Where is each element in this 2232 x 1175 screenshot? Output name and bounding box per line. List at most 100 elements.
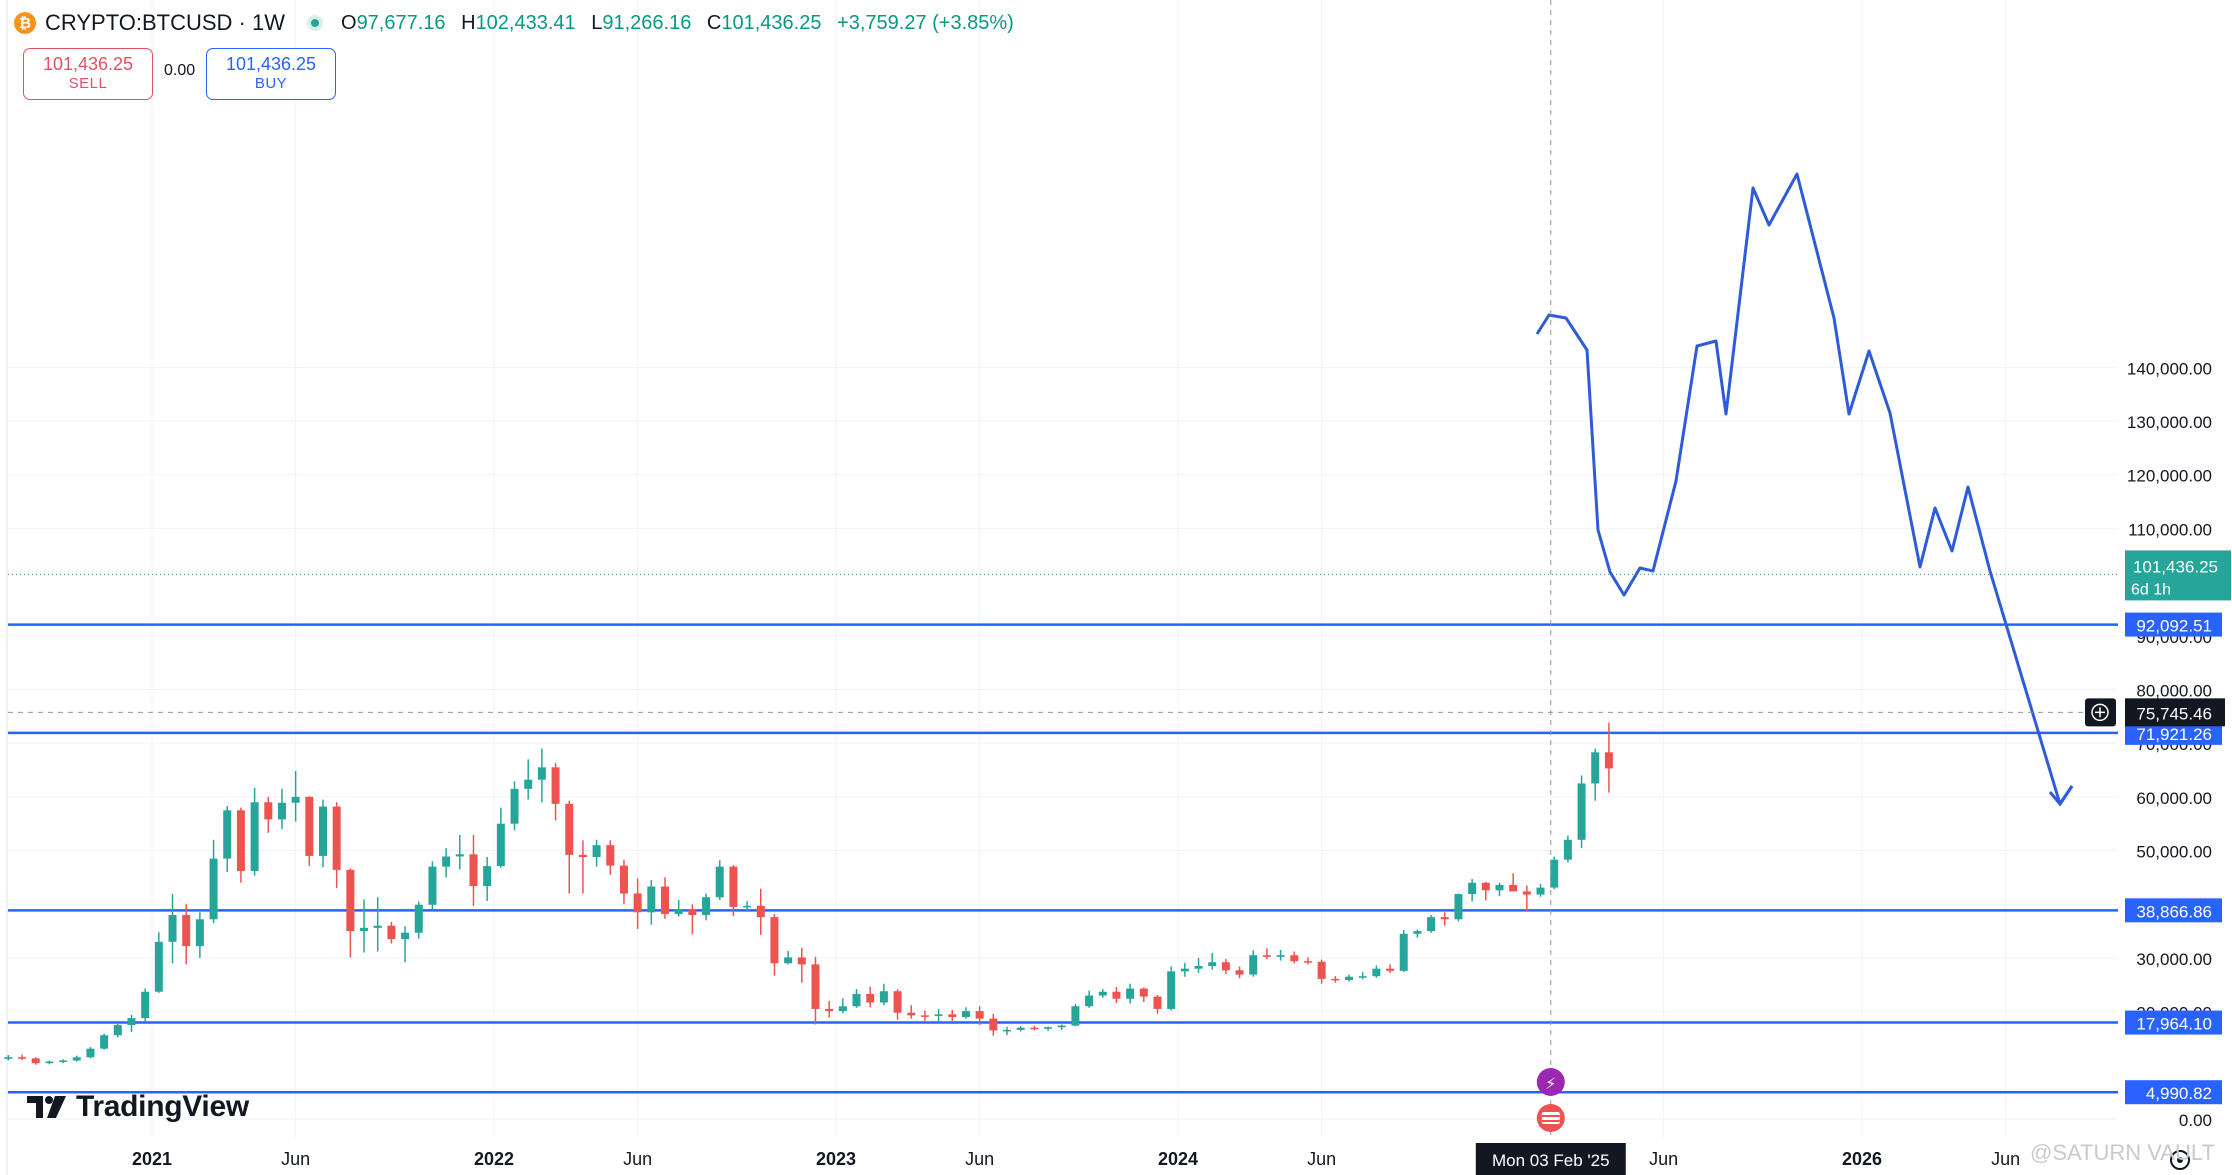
lightning-glyph: ⚡ bbox=[1545, 1074, 1556, 1093]
time-tick-label: Jun bbox=[965, 1149, 994, 1169]
spread-value: 0.00 bbox=[164, 62, 196, 79]
line-value-label: 17,964.10 bbox=[2136, 1015, 2212, 1034]
candle-body bbox=[1208, 962, 1217, 966]
candle-body bbox=[975, 1011, 984, 1019]
candle-body bbox=[209, 858, 218, 920]
lightning-event-icon[interactable] bbox=[1536, 1068, 1565, 1096]
candle-body bbox=[319, 806, 327, 856]
candle-body bbox=[510, 788, 519, 824]
settings-gear-icon[interactable] bbox=[2170, 1150, 2190, 1170]
symbol-header: ₿ CRYPTO:BTCUSD · 1W O97,677.16 H102,433… bbox=[14, 8, 1024, 38]
open-value: 97,677.16 bbox=[356, 11, 446, 34]
candle-body bbox=[934, 1014, 943, 1016]
market-status-icon[interactable] bbox=[307, 15, 323, 31]
candle-body bbox=[1180, 968, 1189, 972]
candle-body bbox=[1604, 752, 1613, 769]
candle-body bbox=[565, 803, 574, 855]
candle-body bbox=[661, 886, 669, 914]
line-value-badge[interactable] bbox=[2125, 1080, 2222, 1105]
candle-body bbox=[195, 919, 204, 947]
candle-body bbox=[1085, 995, 1094, 1007]
line-value-badge[interactable] bbox=[2125, 612, 2222, 637]
candle-body bbox=[4, 1057, 13, 1059]
current-price-label: 101,436.25 bbox=[2133, 557, 2218, 576]
line-value-label: 4,990.82 bbox=[2146, 1084, 2212, 1103]
candle-body bbox=[893, 991, 902, 1013]
plus-icon bbox=[2091, 703, 2109, 722]
bitcoin-icon: ₿ bbox=[14, 12, 36, 34]
line-value-badge[interactable] bbox=[2125, 1010, 2222, 1035]
candle-body bbox=[360, 927, 369, 932]
price-axis[interactable]: 140,000.00 130,000.00 120,000.00 110,000.00… bbox=[2085, 0, 2232, 1138]
candle-body bbox=[1016, 1027, 1025, 1030]
price-tick-label: 0.00 bbox=[2179, 1111, 2212, 1130]
sell-price: 101,436.25 bbox=[42, 54, 134, 74]
buy-label: BUY bbox=[254, 75, 288, 92]
candle-body bbox=[72, 1057, 81, 1061]
candle-body bbox=[1577, 783, 1586, 840]
candle-body bbox=[428, 866, 437, 905]
ohlc-values: O97,677.16 H102,433.41 L91,266.16 C101,4… bbox=[341, 12, 1024, 35]
candle-body bbox=[989, 1018, 998, 1031]
projection-drawing[interactable] bbox=[1535, 172, 2074, 807]
change-value: +3,759.27 (+3.85%) bbox=[837, 11, 1014, 34]
symbol-name[interactable]: CRYPTO:BTCUSD · 1W bbox=[45, 10, 285, 35]
horizontal-lines[interactable] bbox=[8, 623, 2118, 1094]
projection-arrow-head[interactable] bbox=[2048, 785, 2074, 807]
candle-body bbox=[223, 810, 232, 859]
candle-body bbox=[1044, 1027, 1053, 1029]
price-tick-label: 120,000.00 bbox=[2127, 467, 2212, 486]
candle-body bbox=[1003, 1029, 1011, 1032]
candle-body bbox=[59, 1060, 68, 1062]
time-tick-label: 2024 bbox=[1158, 1149, 1198, 1169]
candle-body bbox=[1057, 1025, 1066, 1028]
time-tick-label: 2021 bbox=[132, 1149, 172, 1169]
sell-button[interactable]: 101,436.25 SELL bbox=[23, 48, 153, 100]
candle-body bbox=[702, 897, 711, 915]
candle-body bbox=[1194, 965, 1203, 969]
candle-body bbox=[715, 866, 724, 898]
candlestick-series bbox=[4, 722, 1613, 1065]
candle-body bbox=[141, 991, 150, 1019]
watermark-text: @SATURN VAULT bbox=[2030, 1140, 2215, 1165]
price-tick-label: 50,000.00 bbox=[2136, 843, 2212, 862]
candle-body bbox=[113, 1025, 122, 1036]
candle-body bbox=[1399, 933, 1408, 971]
low-value: 91,266.16 bbox=[602, 11, 692, 34]
candle-body bbox=[1167, 971, 1176, 1009]
candle-body bbox=[1139, 988, 1148, 997]
candle-body bbox=[1427, 917, 1436, 932]
sell-label: SELL bbox=[68, 75, 108, 92]
time-axis[interactable]: 2021 Jun 2022 Jun 2023 Jun 2024 Jun Jun 2026 Jun Mo… bbox=[132, 1143, 2190, 1175]
line-value-badge[interactable] bbox=[2125, 898, 2222, 923]
candle-body bbox=[1249, 955, 1258, 975]
close-value: 101,436.25 bbox=[721, 11, 822, 34]
price-tick-label: 140,000.00 bbox=[2127, 359, 2212, 378]
buy-button[interactable]: 101,436.25 BUY bbox=[206, 48, 336, 100]
candle-body bbox=[154, 941, 163, 992]
candle-body bbox=[1386, 968, 1395, 971]
current-price-badge[interactable] bbox=[2125, 550, 2231, 601]
candle-body bbox=[1221, 962, 1230, 971]
time-tick-label: Jun bbox=[1991, 1149, 2020, 1169]
price-tick-label: 130,000.00 bbox=[2127, 413, 2212, 432]
tradingview-wordmark: TradingView bbox=[76, 1090, 249, 1123]
high-label: H bbox=[461, 11, 476, 34]
price-tick-label: 30,000.00 bbox=[2136, 950, 2212, 969]
open-label: O bbox=[341, 11, 357, 34]
tradingview-logo[interactable]: TradingView bbox=[27, 1090, 249, 1124]
candle-body bbox=[756, 905, 765, 918]
projection-path[interactable] bbox=[1535, 172, 2074, 806]
line-value-label: 92,092.51 bbox=[2136, 617, 2212, 636]
candle-body bbox=[182, 914, 191, 947]
candle-body bbox=[469, 854, 478, 886]
candle-body bbox=[1153, 996, 1162, 1009]
candle-body bbox=[401, 932, 410, 940]
candle-body bbox=[770, 917, 779, 964]
candle-body bbox=[948, 1014, 957, 1017]
candle-body bbox=[264, 802, 273, 820]
candle-body bbox=[1440, 917, 1449, 920]
tradingview-icon bbox=[27, 1096, 66, 1118]
candle-body bbox=[866, 993, 875, 1003]
